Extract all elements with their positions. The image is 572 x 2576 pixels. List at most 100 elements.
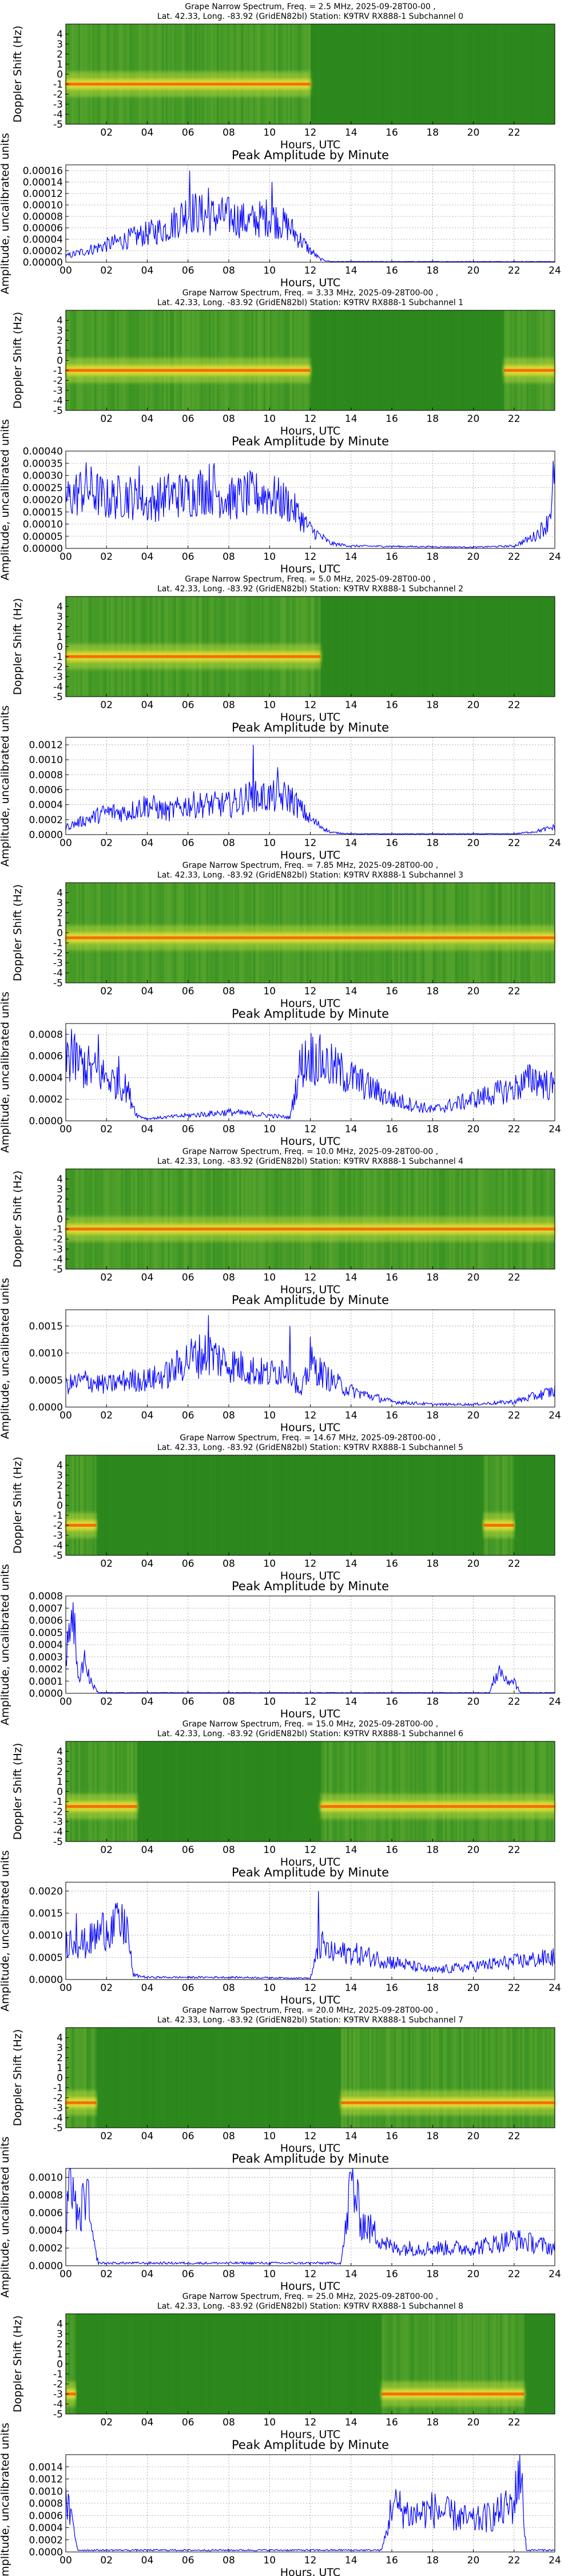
spectrum-texture	[340, 1455, 343, 1555]
y-tick-label: 0.00008	[23, 211, 63, 223]
spectrum-texture	[438, 1741, 441, 1842]
spectrum-texture	[229, 1455, 232, 1555]
spectrum-texture	[404, 24, 407, 124]
spectrum-title: Grape Narrow Spectrum, Freq. = 5.0 MHz, …	[185, 575, 435, 584]
spectrum-texture	[82, 1455, 85, 1555]
spectrum-texture	[176, 2028, 178, 2128]
spectrum-texture	[339, 1455, 341, 1555]
spectrum-peak	[320, 1805, 555, 1808]
spectrum-texture	[479, 2314, 482, 2414]
spectrum-texture	[157, 2314, 160, 2414]
spectrum-texture	[461, 24, 464, 124]
spectrum-texture	[422, 24, 425, 124]
spectrum-texture	[126, 2314, 129, 2414]
x-tick-label: 14	[345, 551, 357, 563]
spectrum-texture	[332, 310, 335, 410]
spectrum-texture	[125, 1455, 128, 1555]
x-tick-label: 14	[345, 837, 357, 849]
spectrum-texture	[469, 596, 472, 697]
spectrum-texture	[267, 2028, 270, 2128]
spectrum-texture	[432, 24, 435, 124]
spectrum-texture	[457, 24, 460, 124]
spectrum-texture	[447, 1455, 450, 1555]
spectrum-texture	[125, 2028, 128, 2128]
spectrum-texture	[494, 1741, 496, 1842]
spectrum-texture	[327, 2314, 329, 2414]
spectrum-texture	[200, 2028, 203, 2128]
y-tick-label: -1	[53, 938, 63, 949]
spectrum-texture	[314, 310, 317, 410]
spectrum-texture	[249, 1455, 252, 1555]
x-axis-label: Hours, UTC	[280, 2280, 340, 2293]
spectrum-texture	[424, 2314, 427, 2414]
y-tick-label: -1	[53, 1510, 63, 1522]
spectrum-texture	[312, 2028, 315, 2128]
spectrum-texture	[491, 24, 494, 124]
y-tick-label: 1	[57, 2063, 63, 2074]
x-tick-label: 20	[467, 700, 480, 711]
spectrum-texture	[383, 1741, 386, 1842]
spectrum-texture	[400, 1741, 403, 1842]
x-tick-label: 06	[182, 837, 194, 849]
amplitude-frame	[65, 2168, 555, 2266]
spectrum-texture	[426, 2314, 429, 2414]
spectrum-texture	[424, 24, 427, 124]
spectrum-texture	[516, 596, 519, 697]
y-tick-label: 0.0004	[29, 2523, 63, 2534]
spectrum-texture	[494, 2314, 496, 2414]
spectrum-texture	[459, 24, 462, 124]
spectrum-texture	[447, 24, 450, 124]
y-axis-label: Doppler Shift (Hz)	[11, 598, 24, 696]
spectrum-texture	[524, 1741, 527, 1842]
x-tick-label: 14	[345, 413, 357, 425]
x-tick-label: 18	[426, 265, 439, 276]
spectrum-texture	[296, 1741, 299, 1842]
spectrum-texture	[172, 2028, 174, 2128]
spectrum-texture	[522, 596, 525, 697]
spectrum-texture	[169, 2314, 172, 2414]
x-axis-label: Hours, UTC	[280, 139, 340, 151]
y-tick-label: -5	[53, 978, 63, 989]
spectrum-texture	[390, 2028, 392, 2128]
spectrum-texture	[176, 1455, 178, 1555]
spectrum-texture	[198, 1741, 201, 1842]
spectrum-texture	[549, 596, 551, 697]
x-tick-label: 20	[467, 2269, 480, 2280]
spectrum-texture	[402, 1455, 404, 1555]
spectrum-texture	[436, 1741, 439, 1842]
spectrum-texture	[455, 2028, 458, 2128]
spectrum-texture	[192, 2028, 194, 2128]
spectrum-texture	[477, 24, 480, 124]
spectrum-texture	[261, 1741, 264, 1842]
x-tick-label: 02	[100, 2417, 113, 2428]
spectrum-texture	[280, 2314, 283, 2414]
spectrum-peak	[66, 936, 555, 939]
spectrum-texture	[141, 2028, 144, 2128]
spectrum-texture	[72, 2028, 74, 2128]
spectrum-texture	[524, 1455, 527, 1555]
spectrum-texture	[336, 24, 339, 124]
spectrum-texture	[104, 1455, 107, 1555]
spectrum-texture	[400, 1455, 403, 1555]
spectrum-texture	[532, 2028, 535, 2128]
spectrum-texture	[479, 1455, 482, 1555]
x-tick-label: 24	[549, 1410, 561, 1421]
spectrum-texture	[324, 310, 327, 410]
spectrum-panel-7: Grape Narrow Spectrum, Freq. = 20.0 MHz,…	[11, 2006, 555, 2155]
x-tick-label: 02	[100, 700, 113, 711]
spectrum-texture	[514, 2028, 517, 2128]
x-tick-label: 10	[263, 127, 276, 139]
spectrum-texture	[490, 2314, 492, 2414]
spectrum-texture	[339, 1741, 341, 1842]
spectrum-texture	[314, 1741, 317, 1842]
spectrum-texture	[498, 1741, 500, 1842]
spectrum-texture	[141, 2314, 144, 2414]
spectrum-texture	[416, 1741, 419, 1842]
spectrum-texture	[373, 24, 376, 124]
x-tick-label: 04	[141, 2555, 154, 2566]
spectrum-texture	[180, 1455, 182, 1555]
spectrum-texture	[298, 2028, 301, 2128]
spectrum-texture	[490, 310, 492, 410]
spectrum-texture	[448, 2314, 451, 2414]
spectrum-texture	[516, 2028, 519, 2128]
